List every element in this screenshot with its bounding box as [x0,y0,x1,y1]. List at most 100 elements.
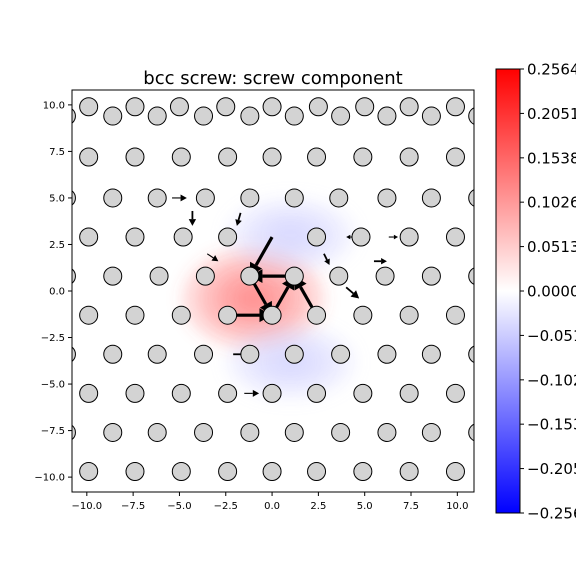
atom [353,383,373,403]
displacement-arrow [235,212,242,226]
atom [445,462,465,482]
arrow-head [252,389,260,397]
field-blob [274,225,307,245]
y-tick-label: 5.0 [49,193,65,204]
atom [353,305,373,325]
chart-title: bcc screw: screw component [143,68,402,89]
atom [240,106,260,126]
colorbar-tick-label: −0.1538 [527,416,576,434]
atom [421,422,441,442]
y-tick-label: 2.5 [49,240,65,251]
atom [218,227,238,247]
atom [171,305,191,325]
atom [195,266,215,286]
arrow-head [350,290,360,299]
atom [173,227,193,247]
atom [307,462,327,482]
colorbar-tick-label: −0.1026 [527,371,576,389]
arrow-head [211,255,219,262]
atom [329,188,349,208]
atom [331,344,351,364]
atom [377,188,397,208]
atom [445,227,465,247]
atom [125,97,145,117]
atom [399,227,419,247]
atom [375,266,395,286]
colorbar-tick-label: −0.0513 [527,327,576,345]
atom [399,383,419,403]
y-tick-label: 10.0 [43,100,65,111]
arrow-head [235,219,242,226]
atom [240,266,260,286]
atom [194,422,214,442]
atom [421,188,441,208]
displacement-arrow [323,253,330,265]
x-axis: −10.0 −7.5 −5.0 −2.5 0.0 2.5 5.0 7.5 10.0 [71,492,468,512]
atom [399,97,419,117]
atom [147,344,167,364]
atom [468,423,474,442]
arrow-head [381,258,387,265]
atom [169,97,189,117]
x-tick-label: −5.0 [167,501,191,512]
atom [331,422,351,442]
atom [399,147,419,167]
atom [147,188,167,208]
colorbar-ticks: 0.2564 0.2051 0.1538 0.1026 0.0513 0.0000 −0.0… [520,61,576,523]
arrow-shaft [323,253,328,261]
atom [377,344,397,364]
arrow-head [188,219,197,226]
colorbar-tick-label: −0.2051 [527,460,576,478]
atom [353,462,373,482]
atom [195,188,215,208]
x-tick-label: −2.5 [214,501,238,512]
atom [72,268,76,284]
arrow-head [324,258,330,265]
atom [79,462,99,482]
atom [262,383,282,403]
y-tick-label: −2.5 [41,333,65,344]
atom [149,266,169,286]
atom [329,266,349,286]
atom [79,305,99,325]
atom [308,97,328,117]
atom [445,147,465,167]
atom [445,305,465,325]
atom [307,227,327,247]
atom [399,462,419,482]
colorbar-tick-label: 0.0513 [527,238,576,256]
colorbar-tick-label: 0.2564 [527,61,576,79]
atom [331,106,351,126]
atom [355,97,375,117]
atom [468,267,474,285]
x-tick-label: 10.0 [446,501,468,512]
atom [79,97,99,117]
atom [147,106,167,126]
atom [216,97,236,117]
atom [468,107,474,125]
displacement-arrow [373,258,387,265]
y-axis: 10.0 7.5 5.0 2.5 0.0 −2.5 −5.0 −7.5 −10.0 [34,100,72,484]
atom [125,462,145,482]
atom [421,344,441,364]
field-blob [235,285,272,312]
atom [125,147,145,167]
atom [79,227,99,247]
atom [79,147,99,167]
atom [468,189,474,207]
atom [72,346,76,362]
displacement-arrow [188,210,197,226]
colorbar-tick-label: 0.1538 [527,149,576,167]
arrow-shaft [345,286,354,295]
displacement-arrow [244,389,260,397]
atom [171,462,191,482]
x-tick-label: 5.0 [357,501,373,512]
atom [125,383,145,403]
atom [72,190,76,206]
atom [353,147,373,167]
atom [240,344,260,364]
atom [468,345,474,364]
atom [262,462,282,482]
atom [351,227,371,247]
